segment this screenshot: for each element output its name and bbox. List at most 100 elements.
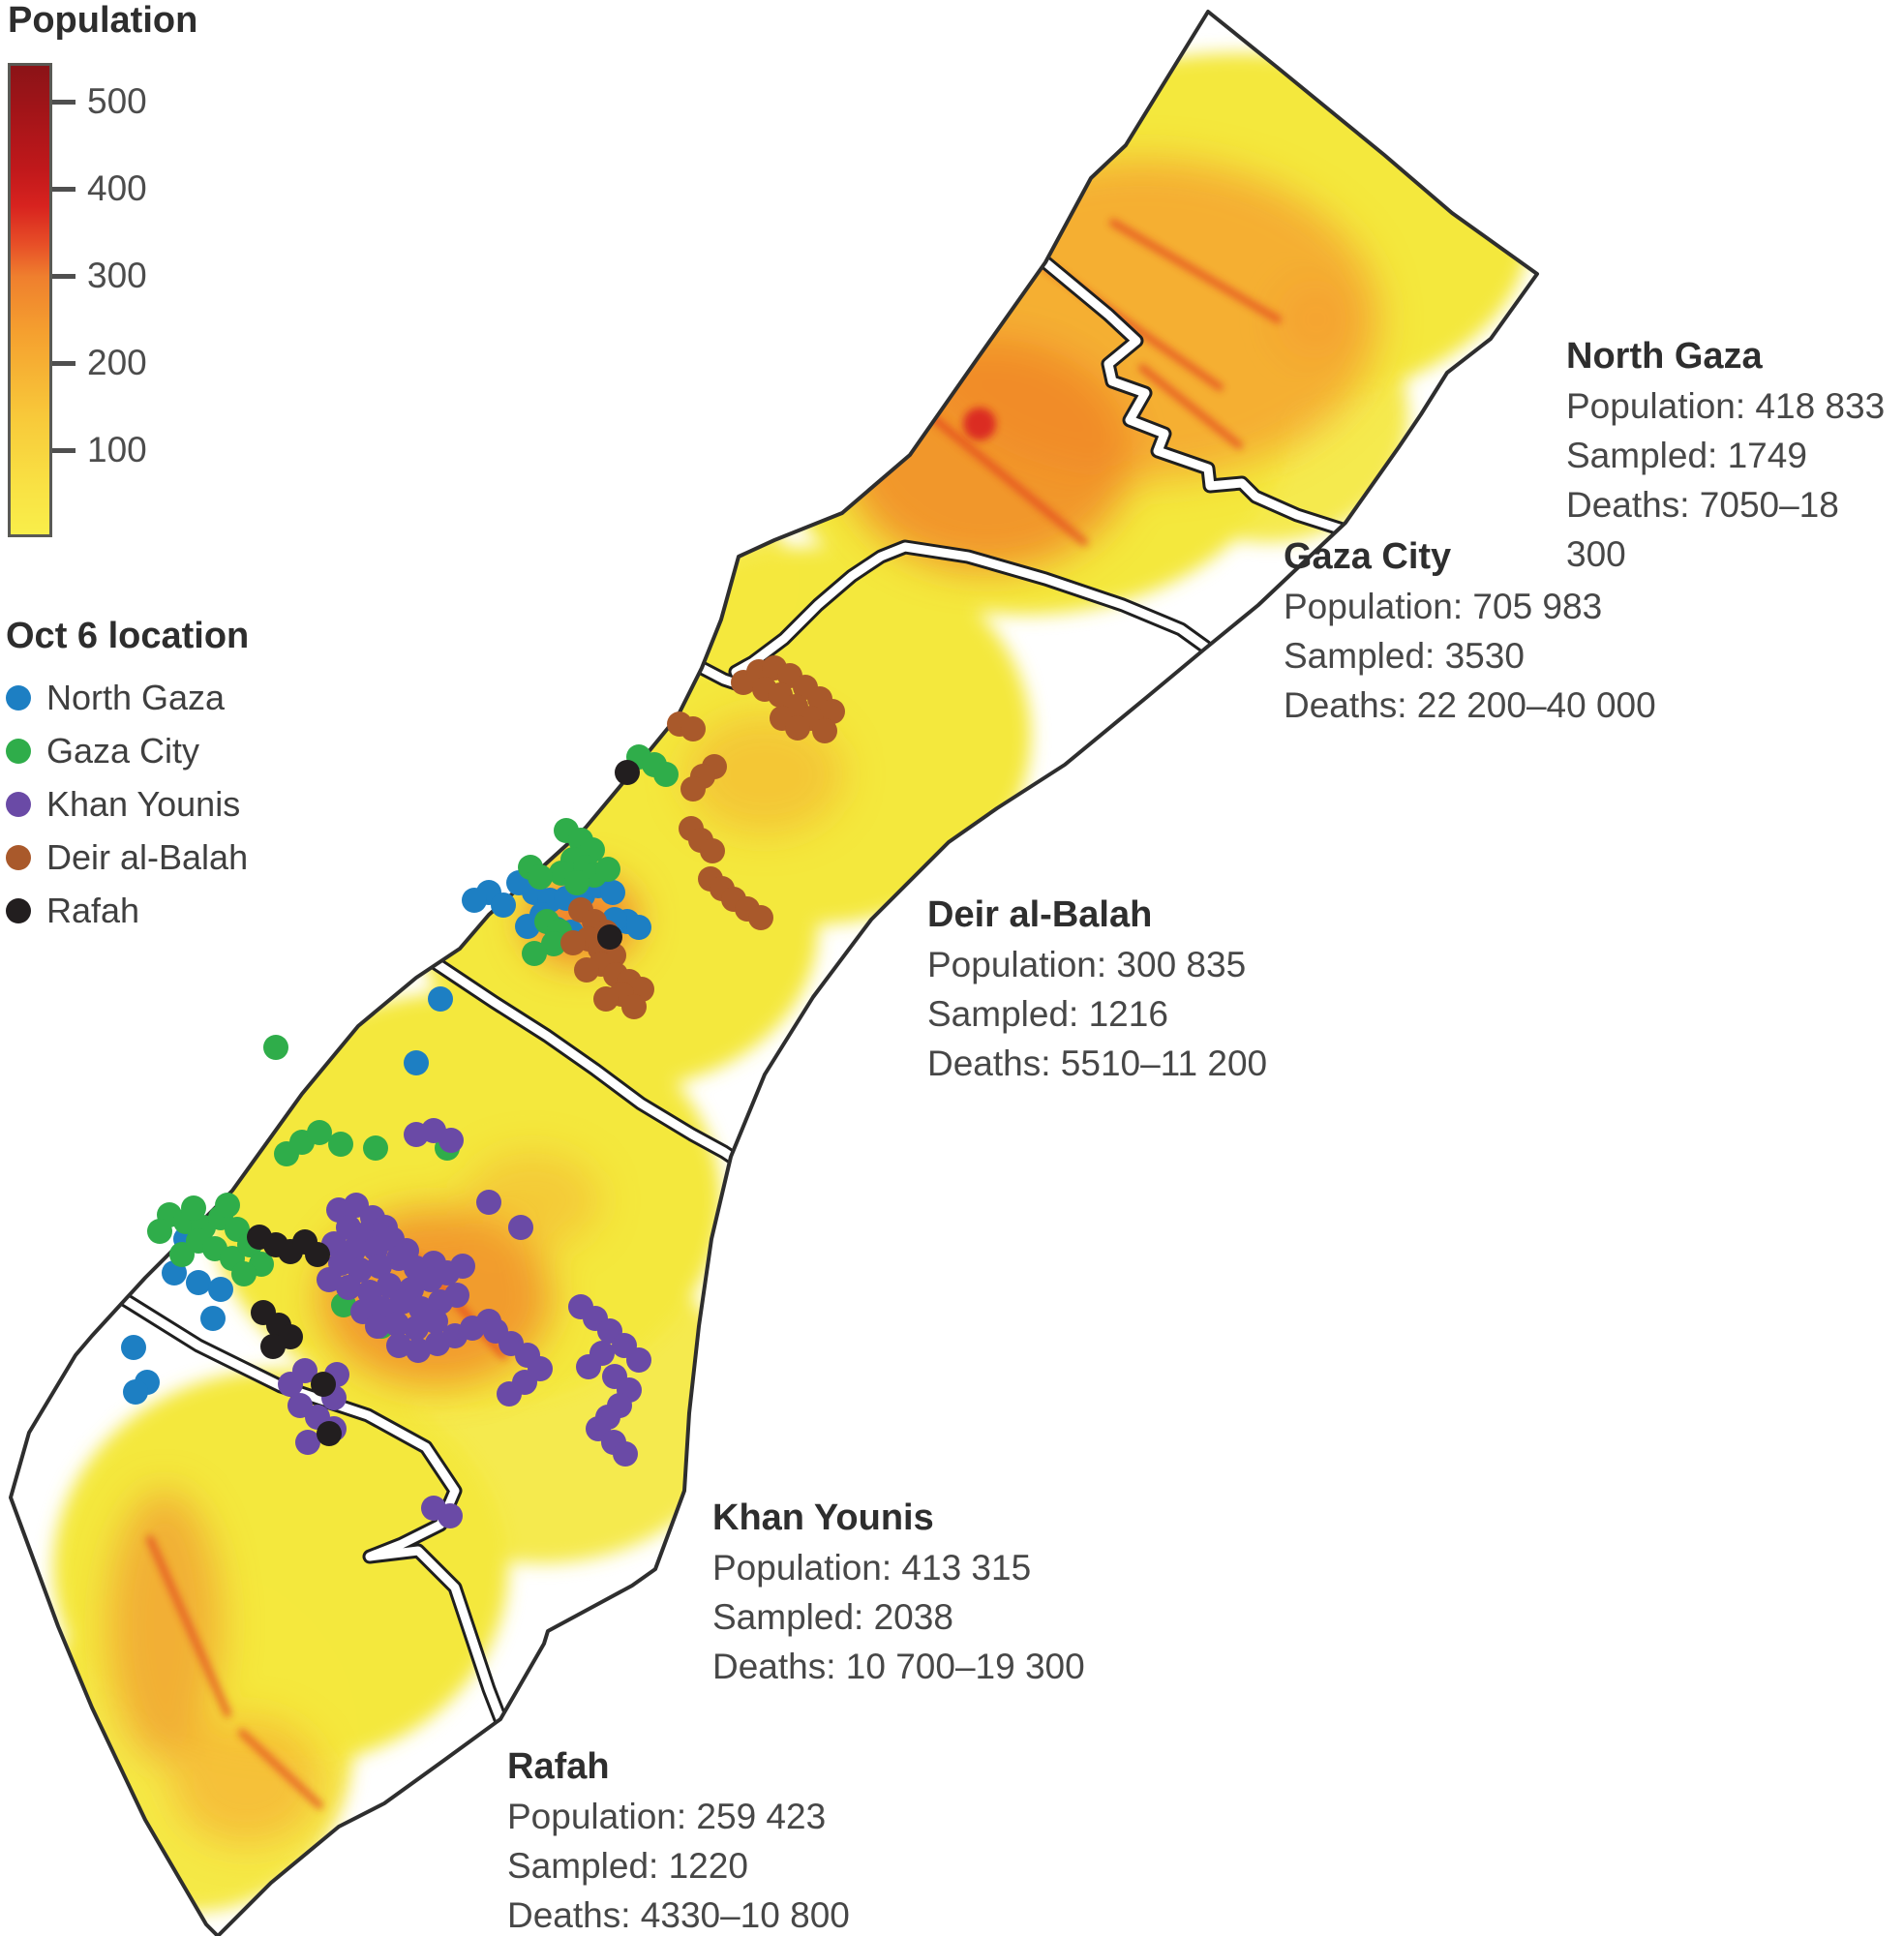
region-annotation-khan-younis: Khan Younis Population: 413 315 Sampled: 2… [712,1494,1085,1691]
region-deaths: Deaths: 4330–10 800 [507,1895,850,1935]
sample-dot [295,1430,320,1455]
sample-dot [121,1335,146,1360]
region-annotation-north-gaza: North Gaza Population: 418 833 Sampled: 17… [1566,332,1904,579]
region-population: Population: 413 315 [712,1548,1032,1588]
sample-dot [438,1503,463,1528]
sample-dot [123,1379,148,1405]
sample-dot [307,1120,332,1145]
sample-dot [593,986,619,1012]
region-name: North Gaza [1566,336,1763,377]
oct6-legend-title: Oct 6 location [6,616,250,656]
sample-dot [231,1261,257,1286]
region-deaths: Deaths: 22 200–40 000 [1284,685,1656,725]
sample-dot [615,760,640,785]
sample-dot [292,1358,317,1383]
sample-dot [597,924,622,950]
sample-dot [336,1275,361,1300]
sample-dot [428,986,453,1012]
sample-dot [680,776,706,802]
region-sampled: Sampled: 2038 [712,1597,953,1637]
region-annotation-rafah: Rafah Population: 259 423 Sampled: 1220 Dea… [507,1742,850,1936]
region-sampled: Sampled: 1216 [927,994,1168,1034]
legend-item-label: North Gaza [46,677,226,717]
sample-dot [367,1254,392,1279]
sample-dot [785,715,810,741]
sample-dot [181,1195,206,1221]
sample-dot [263,1035,288,1060]
region-population: Population: 259 423 [507,1797,827,1836]
gaza-outer-boundary [9,10,1539,1936]
oct6-sample-dots [121,655,845,1528]
sample-dot [406,1338,431,1363]
sample-dot [497,1381,522,1407]
sample-dot [621,994,647,1019]
legend-dot-icon [6,897,31,923]
sample-dots-khan-younis [278,1118,651,1528]
sample-dot [260,1334,286,1359]
sample-dot [169,1242,195,1267]
sample-dot [423,1309,448,1334]
legend-item-gaza-city: Gaza City [6,724,296,777]
region-annotation-gaza-city: Gaza City Population: 705 983 Sampled: 353… [1284,532,1656,730]
sample-dot [317,1267,342,1292]
population-colorbar [8,63,52,537]
region-deaths: Deaths: 10 700–19 300 [712,1647,1085,1686]
region-name: Khan Younis [712,1497,934,1538]
region-population: Population: 705 983 [1284,587,1603,626]
legend-item-label: Rafah [46,890,140,930]
sample-dot [208,1277,233,1302]
sample-dot [600,880,625,905]
sample-dot [528,864,553,890]
sample-dot [450,1254,475,1279]
legend-dot-icon [6,684,31,711]
sample-dot [812,718,837,743]
sample-dot [576,1354,601,1379]
colorbar-tick [52,361,76,366]
sample-dot [317,1421,342,1446]
sample-dot [820,699,845,724]
sample-dot [404,1316,429,1341]
region-name: Gaza City [1284,536,1452,577]
sample-dot [200,1306,226,1331]
sample-dot [215,1193,240,1218]
region-sampled: Sampled: 1749 [1566,436,1807,475]
colorbar-tick [52,274,76,279]
sample-dot [328,1132,353,1157]
sample-dot [515,914,540,939]
sample-dots-gaza-city [147,744,679,1339]
sample-dot [491,892,516,918]
sample-dot [438,1128,464,1153]
colorbar-tick [52,187,76,192]
population-legend: Population 500 400 300 200 100 [6,0,248,581]
sample-dot [386,1333,411,1358]
sample-dots-rafah [247,760,640,1446]
sample-dot [560,930,586,955]
legend-item-label: Gaza City [46,730,200,771]
sample-dot [389,1289,414,1315]
colorbar-tick-label: 300 [87,256,147,295]
colorbar-tick [52,448,76,453]
sample-dot [305,1242,330,1267]
region-deaths: Deaths: 7050–18 300 [1566,485,1839,574]
sample-dot [680,716,706,741]
sample-dot [653,762,679,787]
sample-dot [404,1050,429,1075]
sample-dot [748,905,773,930]
legend-item-label: Khan Younis [46,783,241,824]
sample-dot [613,1441,638,1467]
legend-item-khan-younis: Khan Younis [6,777,296,831]
colorbar-tick-label: 400 [87,168,147,208]
region-sampled: Sampled: 1220 [507,1846,748,1886]
region-sampled: Sampled: 3530 [1284,636,1525,676]
region-annotation-deir-al-balah: Deir al-Balah Population: 300 835 Sampled:… [927,891,1267,1088]
colorbar-tick-label: 500 [87,81,147,121]
legend-dot-icon [6,738,31,764]
sample-dot [147,1219,172,1244]
region-deaths: Deaths: 5510–11 200 [927,1044,1268,1083]
region-population: Population: 418 833 [1566,386,1886,426]
region-name: Rafah [507,1746,610,1787]
sample-dot [522,941,547,966]
sample-dot [311,1372,336,1397]
